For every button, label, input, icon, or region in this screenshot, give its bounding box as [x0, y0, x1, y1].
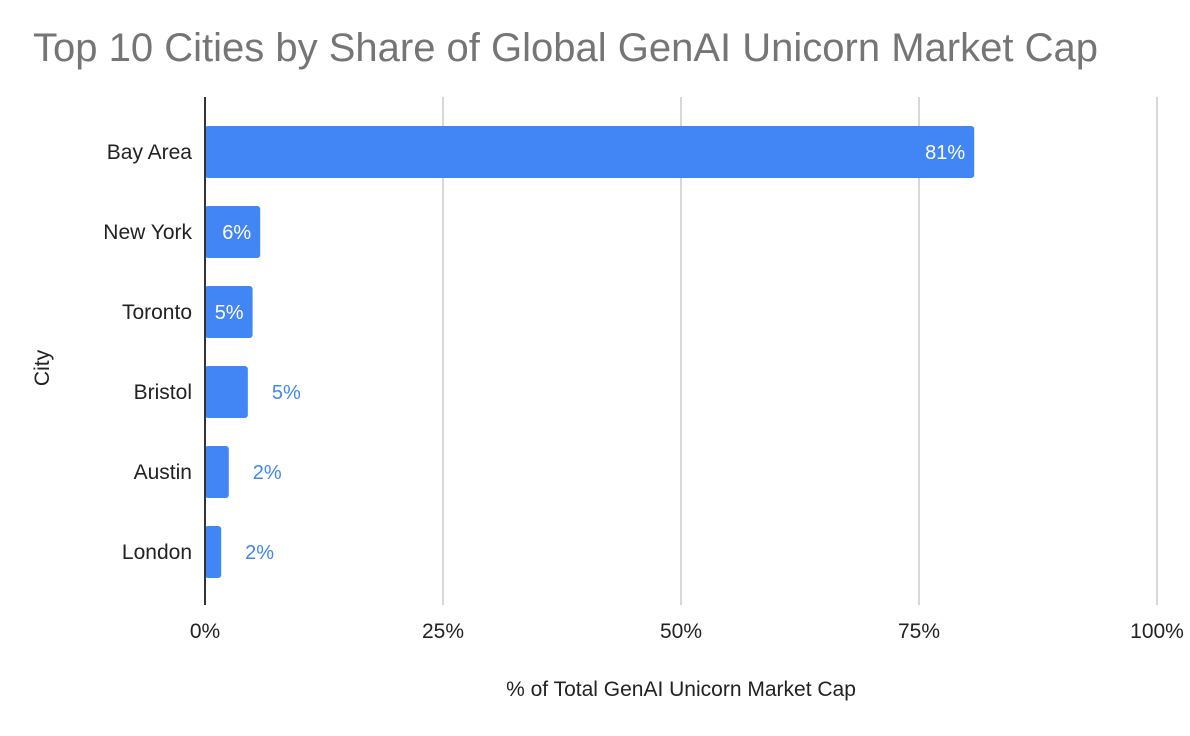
category-label: Austin — [134, 461, 192, 484]
bar — [205, 206, 261, 258]
data-label: 5% — [215, 302, 244, 324]
data-label: 5% — [272, 382, 301, 404]
category-label: Toronto — [122, 301, 192, 324]
x-tick-label: 75% — [898, 620, 940, 643]
bar — [205, 526, 222, 578]
bar — [205, 446, 229, 498]
category-label: London — [122, 541, 192, 564]
category-label: Bay Area — [107, 141, 193, 164]
x-tick-label: 0% — [190, 620, 220, 643]
data-label: 2% — [245, 542, 274, 564]
bar — [205, 286, 253, 338]
bar — [205, 366, 248, 418]
axis-layer: 0% 25% 50% 75% 100% Bay Area New York Toronto Br… — [103, 97, 1184, 643]
data-label: 6% — [222, 222, 251, 244]
x-tick-label: 100% — [1130, 620, 1184, 643]
data-label: 81% — [925, 142, 965, 164]
y-axis-title: City — [31, 349, 54, 386]
x-tick-label: 25% — [422, 620, 464, 643]
bar-layer: 81% 6% 5% 5% 2% 2% — [205, 126, 975, 578]
category-label: Bristol — [134, 381, 192, 404]
x-axis-title: % of Total GenAI Unicorn Market Cap — [506, 678, 856, 701]
data-label: 2% — [253, 462, 282, 484]
bar — [205, 126, 975, 178]
chart-title: Top 10 Cities by Share of Global GenAI U… — [33, 26, 1098, 70]
x-tick-label: 50% — [660, 620, 702, 643]
category-label: New York — [103, 221, 192, 244]
grid-layer — [442, 97, 1158, 605]
